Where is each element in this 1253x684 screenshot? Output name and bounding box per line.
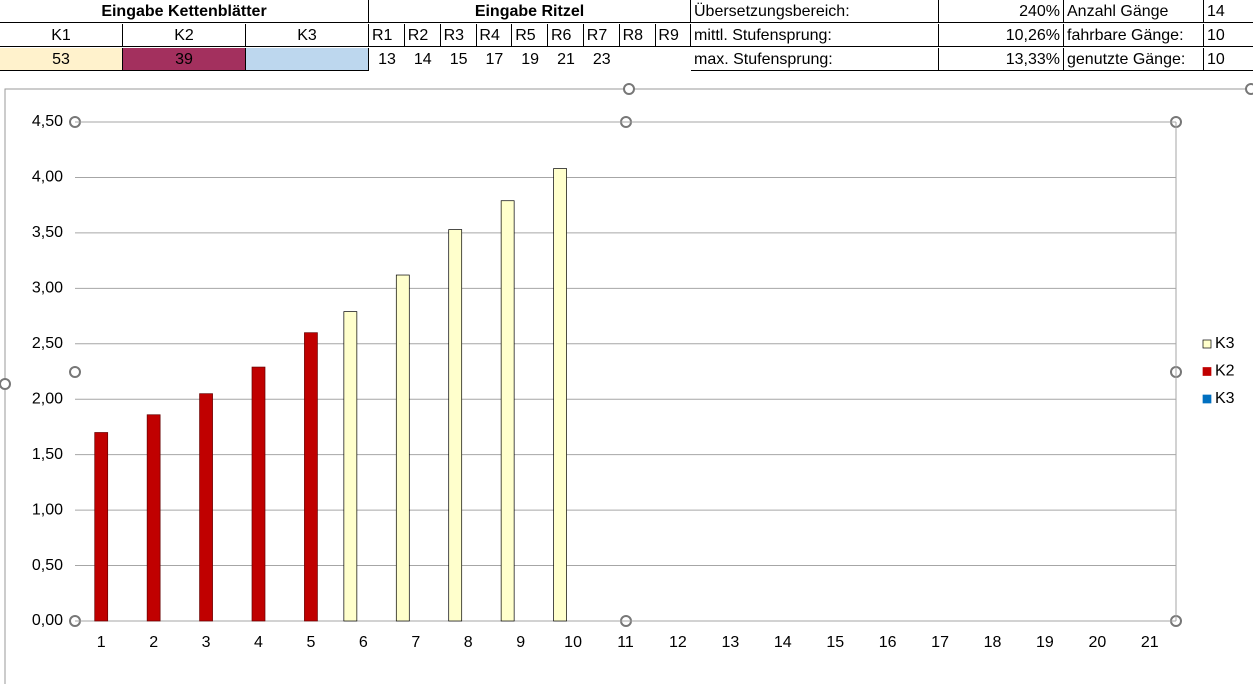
- y-tick-label: 4,50: [32, 113, 63, 130]
- bar: [304, 332, 318, 622]
- cell: 21: [557, 51, 575, 68]
- bar: [395, 274, 410, 622]
- header-cell: Eingabe Ritzel: [369, 0, 691, 23]
- bar: [553, 168, 567, 622]
- bar: [343, 311, 358, 622]
- cell: R1: [369, 24, 405, 47]
- x-tick-label: 16: [879, 634, 897, 651]
- stat-label: Anzahl Gänge: [1064, 0, 1204, 23]
- bar: [199, 393, 213, 622]
- x-tick-label: 11: [617, 634, 634, 651]
- x-tick-label: 5: [306, 634, 315, 651]
- y-tick-label: 1,50: [32, 446, 63, 463]
- legend-label: K3: [1215, 335, 1235, 352]
- bar: [94, 432, 109, 622]
- bar: [146, 414, 161, 622]
- x-tick-label: 18: [984, 634, 1002, 651]
- stat-label: fahrbare Gänge:: [1064, 24, 1204, 47]
- legend-label: K2: [1215, 363, 1235, 380]
- x-tick-label: 20: [1088, 634, 1106, 651]
- x-tick-label: 14: [774, 634, 792, 651]
- cell: R8: [619, 24, 656, 47]
- x-tick-label: 10: [564, 634, 582, 651]
- cell: 19: [521, 51, 540, 68]
- stat-value: 10: [1204, 48, 1253, 71]
- cell[interactable]: [246, 48, 369, 71]
- selection-handles: [0, 83, 1253, 627]
- x-tick-label: 15: [826, 634, 844, 651]
- x-tick-label: 6: [359, 634, 368, 651]
- y-tick-label: 2,00: [32, 390, 63, 407]
- cell: R7: [583, 24, 620, 47]
- stat-label: genutzte Gänge:: [1064, 48, 1204, 71]
- legend-label: K3: [1215, 390, 1235, 407]
- cell: 17: [485, 51, 504, 68]
- cell: R9: [655, 24, 692, 47]
- stat-value: 240%: [939, 0, 1064, 23]
- bar: [448, 229, 463, 622]
- cell[interactable]: 53: [0, 48, 123, 71]
- cell: 15: [449, 51, 468, 68]
- cell: R3: [440, 24, 477, 47]
- cell: K1: [0, 24, 123, 47]
- legend-swatch: [1202, 394, 1212, 404]
- x-tick-label: 7: [411, 634, 420, 651]
- stat-label: Übersetzungsbereich:: [691, 0, 939, 23]
- bar: [500, 200, 515, 622]
- x-tick-label: 17: [931, 634, 949, 651]
- legend-swatch: [1202, 367, 1212, 376]
- x-tick-label: 2: [149, 634, 158, 651]
- cell: R4: [476, 24, 513, 47]
- stat-value: 14: [1204, 0, 1253, 23]
- stat-label: mittl. Stufensprung:: [691, 24, 939, 47]
- x-tick-label: 21: [1141, 634, 1159, 651]
- cell: 13: [378, 51, 396, 68]
- x-tick-label: 8: [464, 634, 473, 651]
- x-tick-label: 3: [202, 634, 211, 651]
- y-tick-label: 3,00: [32, 280, 63, 297]
- cell: R2: [404, 24, 441, 47]
- y-tick-label: 0,00: [32, 612, 63, 629]
- y-tick-label: 3,50: [32, 224, 63, 241]
- stat-value: 10: [1204, 24, 1253, 47]
- cell: R5: [512, 24, 549, 47]
- x-tick-label: 13: [721, 634, 739, 651]
- stat-label: max. Stufensprung:: [691, 48, 939, 71]
- y-tick-label: 4,00: [32, 169, 63, 186]
- x-tick-label: 12: [669, 634, 687, 651]
- y-tick-label: 2,50: [32, 335, 63, 352]
- header-cell: Eingabe Kettenblätter: [0, 0, 369, 23]
- cell: 23: [592, 51, 611, 68]
- x-tick-label: 19: [1036, 634, 1054, 651]
- cell: K2: [123, 24, 246, 47]
- y-tick-label: 1,00: [32, 501, 63, 518]
- stat-value: 13,33%: [939, 48, 1064, 71]
- cell: K3: [246, 24, 369, 47]
- chart-frame: [4, 88, 1253, 684]
- cell[interactable]: 39: [123, 48, 246, 71]
- legend-swatch: [1202, 339, 1212, 349]
- cell: 14: [413, 51, 432, 68]
- x-tick-label: 1: [97, 634, 106, 651]
- bar: [251, 366, 266, 622]
- x-tick-label: 4: [254, 634, 263, 651]
- x-tick-label: 9: [516, 634, 525, 651]
- cell: R6: [548, 24, 584, 47]
- y-tick-label: 0,50: [32, 557, 63, 574]
- stat-value: 10,26%: [939, 24, 1064, 47]
